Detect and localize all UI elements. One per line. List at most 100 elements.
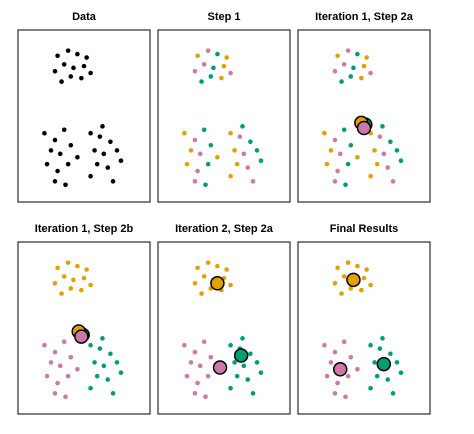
- point: [339, 79, 344, 84]
- point: [335, 168, 340, 174]
- point: [374, 161, 380, 167]
- point: [228, 282, 233, 288]
- point: [381, 151, 387, 157]
- point: [228, 173, 233, 179]
- point: [110, 179, 116, 184]
- point: [215, 154, 220, 160]
- point: [245, 165, 251, 170]
- point: [398, 158, 404, 164]
- point: [52, 280, 58, 286]
- point: [337, 151, 343, 157]
- point: [380, 124, 385, 129]
- point: [68, 142, 74, 148]
- point: [55, 53, 60, 59]
- point: [57, 151, 63, 157]
- point: [52, 179, 58, 184]
- point: [372, 148, 377, 153]
- point: [215, 263, 220, 269]
- point: [88, 385, 93, 391]
- point: [79, 287, 84, 293]
- point: [184, 161, 190, 167]
- point: [101, 363, 107, 369]
- point: [341, 274, 347, 279]
- point: [57, 363, 63, 369]
- point: [105, 165, 111, 170]
- point: [97, 346, 103, 351]
- centroid: [332, 362, 348, 377]
- point: [339, 291, 344, 296]
- centroid: [376, 356, 392, 372]
- point: [240, 336, 245, 341]
- point: [341, 339, 347, 345]
- point: [341, 62, 347, 67]
- panel-title: Iteration 1, Step 2b: [35, 223, 134, 235]
- centroid: [346, 272, 361, 288]
- point: [364, 267, 369, 272]
- point: [48, 360, 54, 365]
- point: [335, 53, 340, 59]
- point: [55, 265, 60, 271]
- point: [88, 282, 93, 288]
- point: [348, 354, 354, 360]
- point: [44, 161, 50, 167]
- point: [224, 55, 229, 60]
- point: [94, 161, 100, 167]
- point: [221, 63, 227, 69]
- point: [232, 148, 237, 153]
- point: [65, 161, 71, 167]
- point: [324, 373, 330, 379]
- point: [385, 165, 391, 170]
- point: [377, 134, 383, 139]
- point: [348, 142, 354, 148]
- point: [335, 380, 340, 386]
- point: [208, 142, 214, 148]
- point: [118, 158, 124, 164]
- panel-title: Data: [72, 11, 97, 23]
- point: [328, 360, 334, 365]
- point: [75, 51, 80, 57]
- point: [380, 336, 385, 341]
- point: [345, 161, 351, 167]
- point: [359, 75, 364, 81]
- point: [201, 127, 207, 133]
- point: [184, 373, 190, 379]
- centroid: [74, 329, 89, 344]
- point: [351, 65, 356, 71]
- point: [61, 339, 67, 345]
- point: [322, 130, 327, 136]
- point: [241, 363, 247, 369]
- point: [192, 349, 198, 355]
- point: [250, 391, 256, 396]
- point: [211, 65, 216, 71]
- point: [42, 342, 47, 348]
- point: [388, 139, 393, 145]
- point: [84, 55, 89, 60]
- point: [81, 275, 87, 281]
- point: [105, 377, 111, 382]
- point: [100, 124, 105, 129]
- point: [390, 179, 396, 184]
- point: [42, 130, 47, 136]
- point: [228, 70, 233, 76]
- point: [248, 351, 253, 357]
- point: [250, 179, 256, 184]
- point: [228, 130, 233, 136]
- point: [92, 360, 97, 365]
- point: [44, 373, 50, 379]
- point: [61, 274, 67, 279]
- point: [228, 342, 233, 348]
- point: [332, 137, 338, 143]
- point: [359, 287, 364, 293]
- point: [345, 48, 351, 53]
- point: [75, 154, 80, 160]
- point: [71, 65, 76, 71]
- point: [192, 391, 198, 396]
- point: [188, 360, 194, 365]
- point: [201, 339, 207, 345]
- point: [240, 124, 245, 129]
- point: [388, 351, 393, 357]
- point: [52, 349, 58, 355]
- point: [55, 168, 60, 174]
- point: [234, 373, 240, 379]
